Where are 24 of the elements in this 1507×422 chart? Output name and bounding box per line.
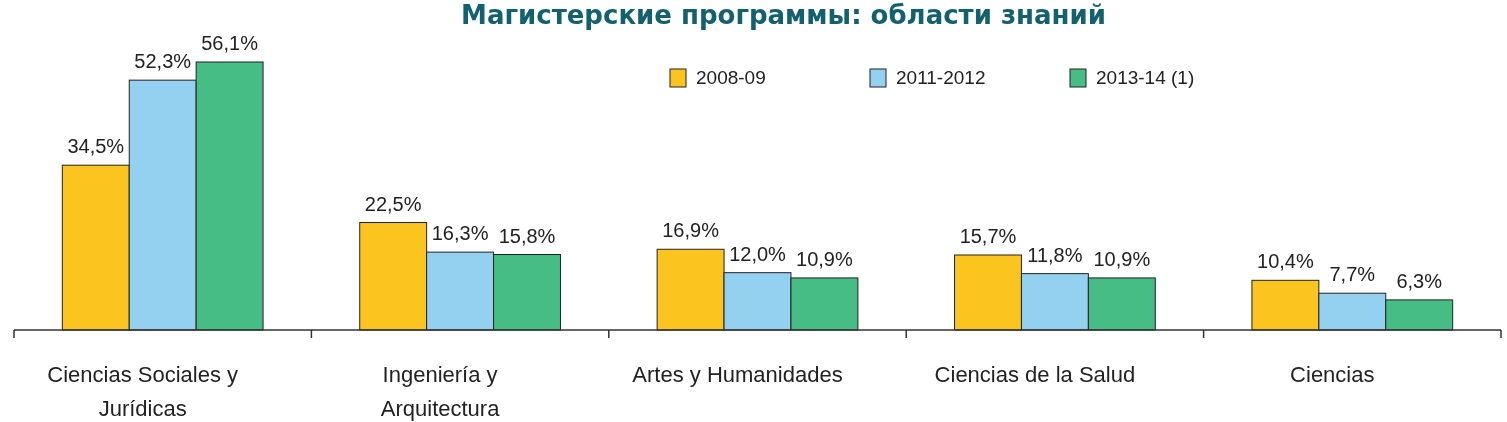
data-label: 10,4% xyxy=(1257,250,1314,273)
data-label: 12,0% xyxy=(729,242,787,265)
data-label: 52,3% xyxy=(134,50,192,73)
x-tick-label: Ciencias de la Salud xyxy=(934,362,1136,387)
x-tick-label: Ingeniería y Arquitectura xyxy=(380,362,501,421)
x-tick-label: Ciencias xyxy=(1290,362,1375,387)
data-label: 15,8% xyxy=(498,224,556,247)
data-label: 34,5% xyxy=(67,135,125,158)
data-label: 7,7% xyxy=(1329,263,1376,286)
legend-label: 2008-09 xyxy=(696,67,766,88)
data-label: 11,8% xyxy=(1027,243,1083,266)
data-label: 16,9% xyxy=(662,219,720,242)
data-label: 15,7% xyxy=(959,225,1017,247)
data-label: 10,9% xyxy=(1093,247,1151,270)
data-label: 16,3% xyxy=(431,222,489,245)
x-tick-label: Ciencias Sociales y Jurídicas xyxy=(47,362,239,421)
legend-label: 2011-2012 xyxy=(896,67,986,88)
data-label: 10,9% xyxy=(796,247,853,270)
chart-title: Магистерские программы: области знаний xyxy=(461,0,1106,30)
data-label: 6,3% xyxy=(1396,269,1443,292)
data-label: 22,5% xyxy=(364,192,422,215)
data-label: 56,1% xyxy=(201,32,259,54)
legend-label: 2013-14 (1) xyxy=(1096,67,1195,88)
x-tick-label: Artes y Humanidades xyxy=(632,362,843,387)
